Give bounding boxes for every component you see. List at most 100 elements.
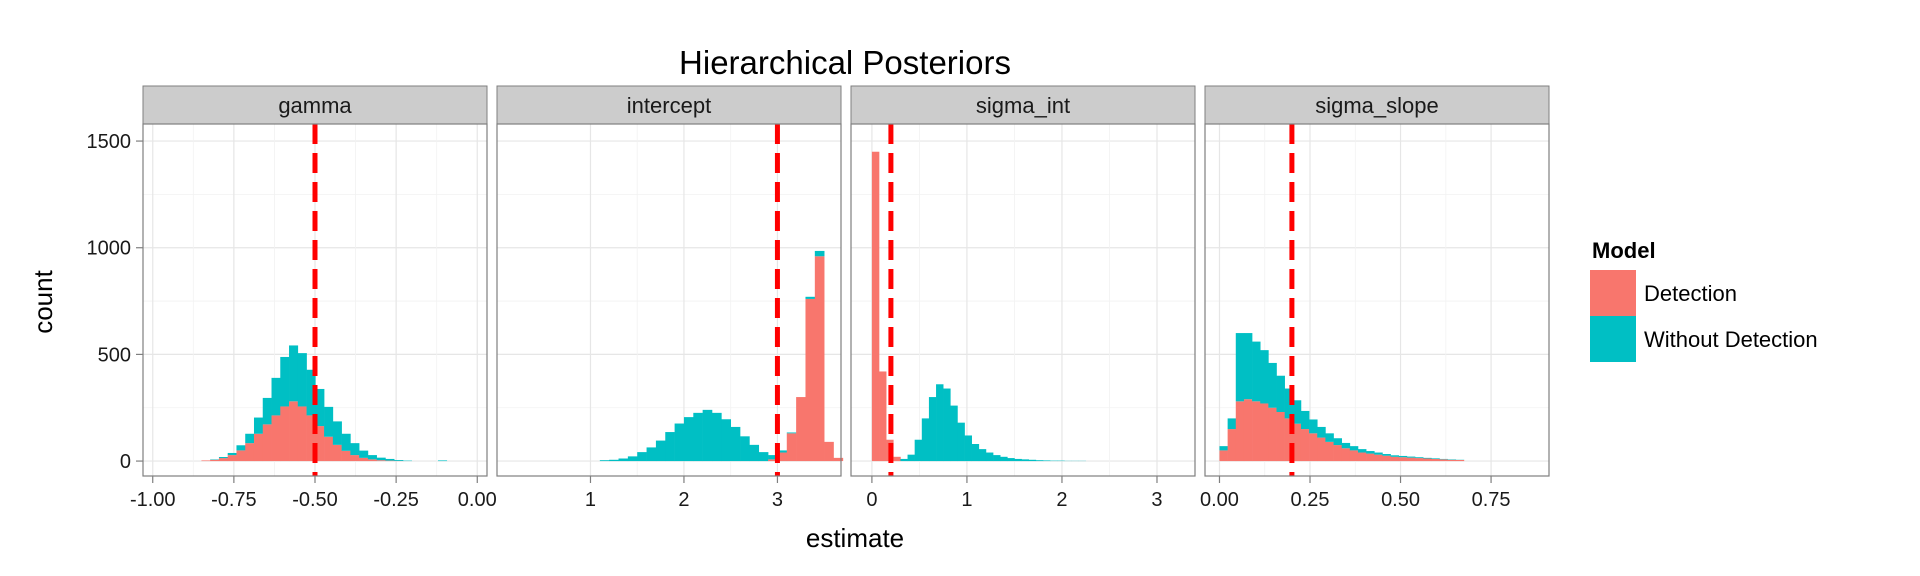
y-tick-label: 500 (98, 344, 131, 366)
bar-detection (1447, 459, 1457, 462)
bar-without-detection (1292, 400, 1302, 424)
x-tick-label: 2 (678, 489, 689, 511)
bar-detection (245, 443, 255, 462)
bar-detection (1398, 457, 1408, 462)
bar-without-detection (749, 444, 760, 462)
bar-detection (1415, 458, 1424, 462)
legend-label: Detection (1644, 281, 1737, 306)
bar-without-detection (289, 345, 299, 402)
bar-without-detection (1028, 459, 1037, 462)
bar-detection (262, 424, 272, 462)
bar-without-detection (702, 409, 713, 462)
bar-detection (1390, 456, 1400, 462)
bar-without-detection (1000, 456, 1008, 462)
facet-strip (850, 85, 1196, 125)
facet-strip-label: sigma_slope (1315, 93, 1439, 118)
panel-border (850, 123, 1196, 477)
facet-strip (1204, 85, 1550, 125)
bar-without-detection (777, 450, 788, 453)
bar-without-detection (814, 250, 825, 257)
bar-without-detection (928, 397, 937, 462)
bar-detection (814, 256, 825, 462)
bar-detection (1276, 412, 1285, 462)
bar-detection (1423, 458, 1432, 462)
histogram-bars (599, 250, 844, 462)
bar-without-detection (350, 443, 360, 456)
bar-without-detection (1374, 452, 1383, 455)
bar-detection (1284, 418, 1294, 462)
x-tick-label: 0.00 (458, 489, 497, 511)
bar-without-detection (921, 418, 930, 462)
bar-without-detection (693, 412, 703, 462)
bar-detection (1455, 460, 1465, 462)
bar-detection (201, 460, 211, 462)
bar-detection (297, 406, 307, 462)
legend-title: Model (1592, 238, 1656, 263)
x-tick-label: 1 (961, 489, 972, 511)
y-tick-label: 1500 (87, 131, 132, 153)
bar-without-detection (1349, 446, 1359, 451)
bar-without-detection (758, 452, 769, 462)
x-axis: 0 1 2 3 (866, 476, 1163, 511)
bar-without-detection (907, 454, 915, 462)
bar-without-detection (297, 353, 307, 407)
facet-panel-sigma-slope: sigma_slope 0.00 0.25 0.50 0.75 (1200, 85, 1550, 511)
bar-detection (786, 433, 797, 462)
bar-without-detection (599, 460, 610, 462)
bar-without-detection (627, 456, 638, 462)
bar-detection (1357, 452, 1367, 462)
bar-without-detection (1007, 458, 1015, 462)
legend-swatch (1590, 316, 1636, 362)
bar-without-detection (253, 417, 264, 434)
bar-detection (236, 450, 246, 462)
bar-without-detection (376, 457, 386, 461)
bar-without-detection (1284, 388, 1294, 419)
bar-detection (218, 458, 229, 462)
bar-detection (768, 459, 778, 462)
facet-panels: gamma -1.00 -0.75 -0.50 -0.25 0.00 0 500 1000 150… (87, 85, 1550, 511)
x-tick-label: 2 (1056, 489, 1067, 511)
facet-strip (142, 85, 488, 125)
bar-without-detection (1014, 458, 1022, 462)
bar-detection (315, 426, 325, 462)
x-tick-label: 0.25 (1291, 489, 1330, 511)
bar-without-detection (1325, 433, 1334, 442)
bar-without-detection (1227, 418, 1237, 430)
bar-detection (1219, 450, 1228, 462)
bar-detection (341, 450, 351, 462)
bar-without-detection (437, 460, 448, 462)
bar-without-detection (1382, 454, 1391, 456)
bar-without-detection (1042, 460, 1051, 462)
panel-background (851, 124, 1195, 476)
bar-without-detection (655, 440, 666, 462)
bar-detection (1252, 401, 1261, 462)
bar-detection (777, 452, 788, 462)
x-tick-label: 3 (1151, 489, 1162, 511)
bar-detection (367, 459, 377, 462)
bar-detection (306, 415, 316, 462)
facet-strip (496, 85, 842, 125)
x-tick-label: -0.25 (373, 489, 419, 511)
bar-without-detection (618, 458, 629, 462)
x-tick-label: 0.75 (1472, 489, 1511, 511)
bar-without-detection (1260, 350, 1269, 404)
bar-without-detection (1415, 457, 1424, 459)
x-tick-label: -1.00 (130, 489, 176, 511)
bar-without-detection (683, 417, 694, 462)
bar-without-detection (1406, 456, 1416, 458)
bar-detection (824, 441, 834, 462)
bar-without-detection (978, 449, 987, 462)
grid-lines (497, 124, 841, 476)
bar-without-detection (227, 452, 237, 456)
histogram-bars (201, 345, 448, 462)
bar-without-detection (306, 369, 316, 416)
bar-detection (359, 457, 369, 462)
bar-detection (879, 371, 887, 462)
legend-item-detection: Detection (1590, 270, 1737, 316)
bar-detection (1431, 458, 1440, 462)
y-axis-title: count (28, 269, 58, 333)
bar-without-detection (245, 433, 255, 444)
bar-detection (1235, 401, 1245, 462)
panel-border (496, 123, 842, 477)
bar-detection (376, 460, 386, 462)
